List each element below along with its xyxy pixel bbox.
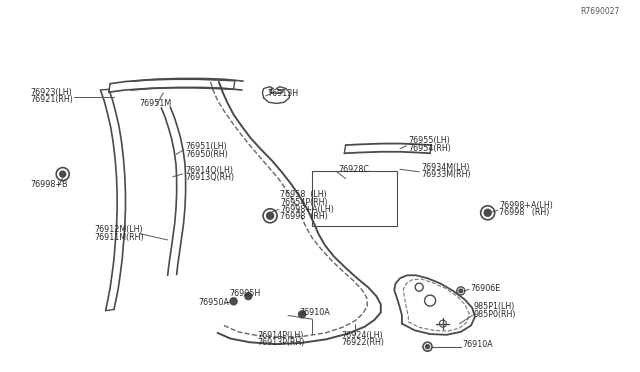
Text: 76950A: 76950A [198, 298, 229, 307]
Text: 76954P(RH): 76954P(RH) [280, 198, 328, 207]
Text: 76934M(LH): 76934M(LH) [421, 163, 470, 172]
Circle shape [484, 209, 491, 216]
Text: 76951(LH): 76951(LH) [186, 142, 227, 151]
Text: 76913P(RH): 76913P(RH) [257, 338, 305, 347]
Text: R7690027: R7690027 [580, 7, 620, 16]
Text: 76911M(RH): 76911M(RH) [95, 233, 145, 242]
Text: 76958  (LH): 76958 (LH) [280, 190, 327, 199]
Text: 76923(LH): 76923(LH) [31, 88, 72, 97]
Circle shape [459, 289, 463, 293]
Text: 985P0(RH): 985P0(RH) [474, 310, 516, 319]
Circle shape [299, 311, 305, 318]
Text: 76933M(RH): 76933M(RH) [421, 170, 471, 179]
Text: 76910A: 76910A [300, 308, 330, 317]
Bar [312, 171, 397, 226]
Text: 76913Q(RH): 76913Q(RH) [186, 173, 235, 182]
Circle shape [60, 171, 66, 177]
Circle shape [230, 298, 237, 305]
Text: 76906E: 76906E [470, 284, 500, 293]
Circle shape [267, 212, 273, 219]
Text: 76950(RH): 76950(RH) [186, 150, 228, 159]
Text: 76998   (RH): 76998 (RH) [499, 208, 550, 217]
Text: 76913H: 76913H [268, 89, 299, 98]
Circle shape [426, 345, 429, 349]
Text: 76998  (RH): 76998 (RH) [280, 212, 328, 221]
Text: 76922(RH): 76922(RH) [341, 338, 384, 347]
Text: 76924(LH): 76924(LH) [341, 331, 383, 340]
Text: 76951M: 76951M [140, 99, 172, 108]
Text: 76954(RH): 76954(RH) [408, 144, 451, 153]
Text: 76921(RH): 76921(RH) [31, 95, 74, 104]
Text: 76912M(LH): 76912M(LH) [95, 225, 143, 234]
Text: 76905H: 76905H [229, 289, 260, 298]
Text: 76914P(LH): 76914P(LH) [257, 331, 303, 340]
Text: 76998+A(LH): 76998+A(LH) [280, 205, 334, 214]
Text: 76998+A(LH): 76998+A(LH) [499, 201, 553, 210]
Text: 76928C: 76928C [338, 165, 369, 174]
Text: 76955(LH): 76955(LH) [408, 136, 450, 145]
Text: 985P1(LH): 985P1(LH) [474, 302, 515, 311]
Text: 76910A: 76910A [463, 340, 493, 349]
Text: 76914Q(LH): 76914Q(LH) [186, 166, 234, 175]
Circle shape [245, 293, 252, 299]
Text: 76998+B: 76998+B [31, 180, 68, 189]
